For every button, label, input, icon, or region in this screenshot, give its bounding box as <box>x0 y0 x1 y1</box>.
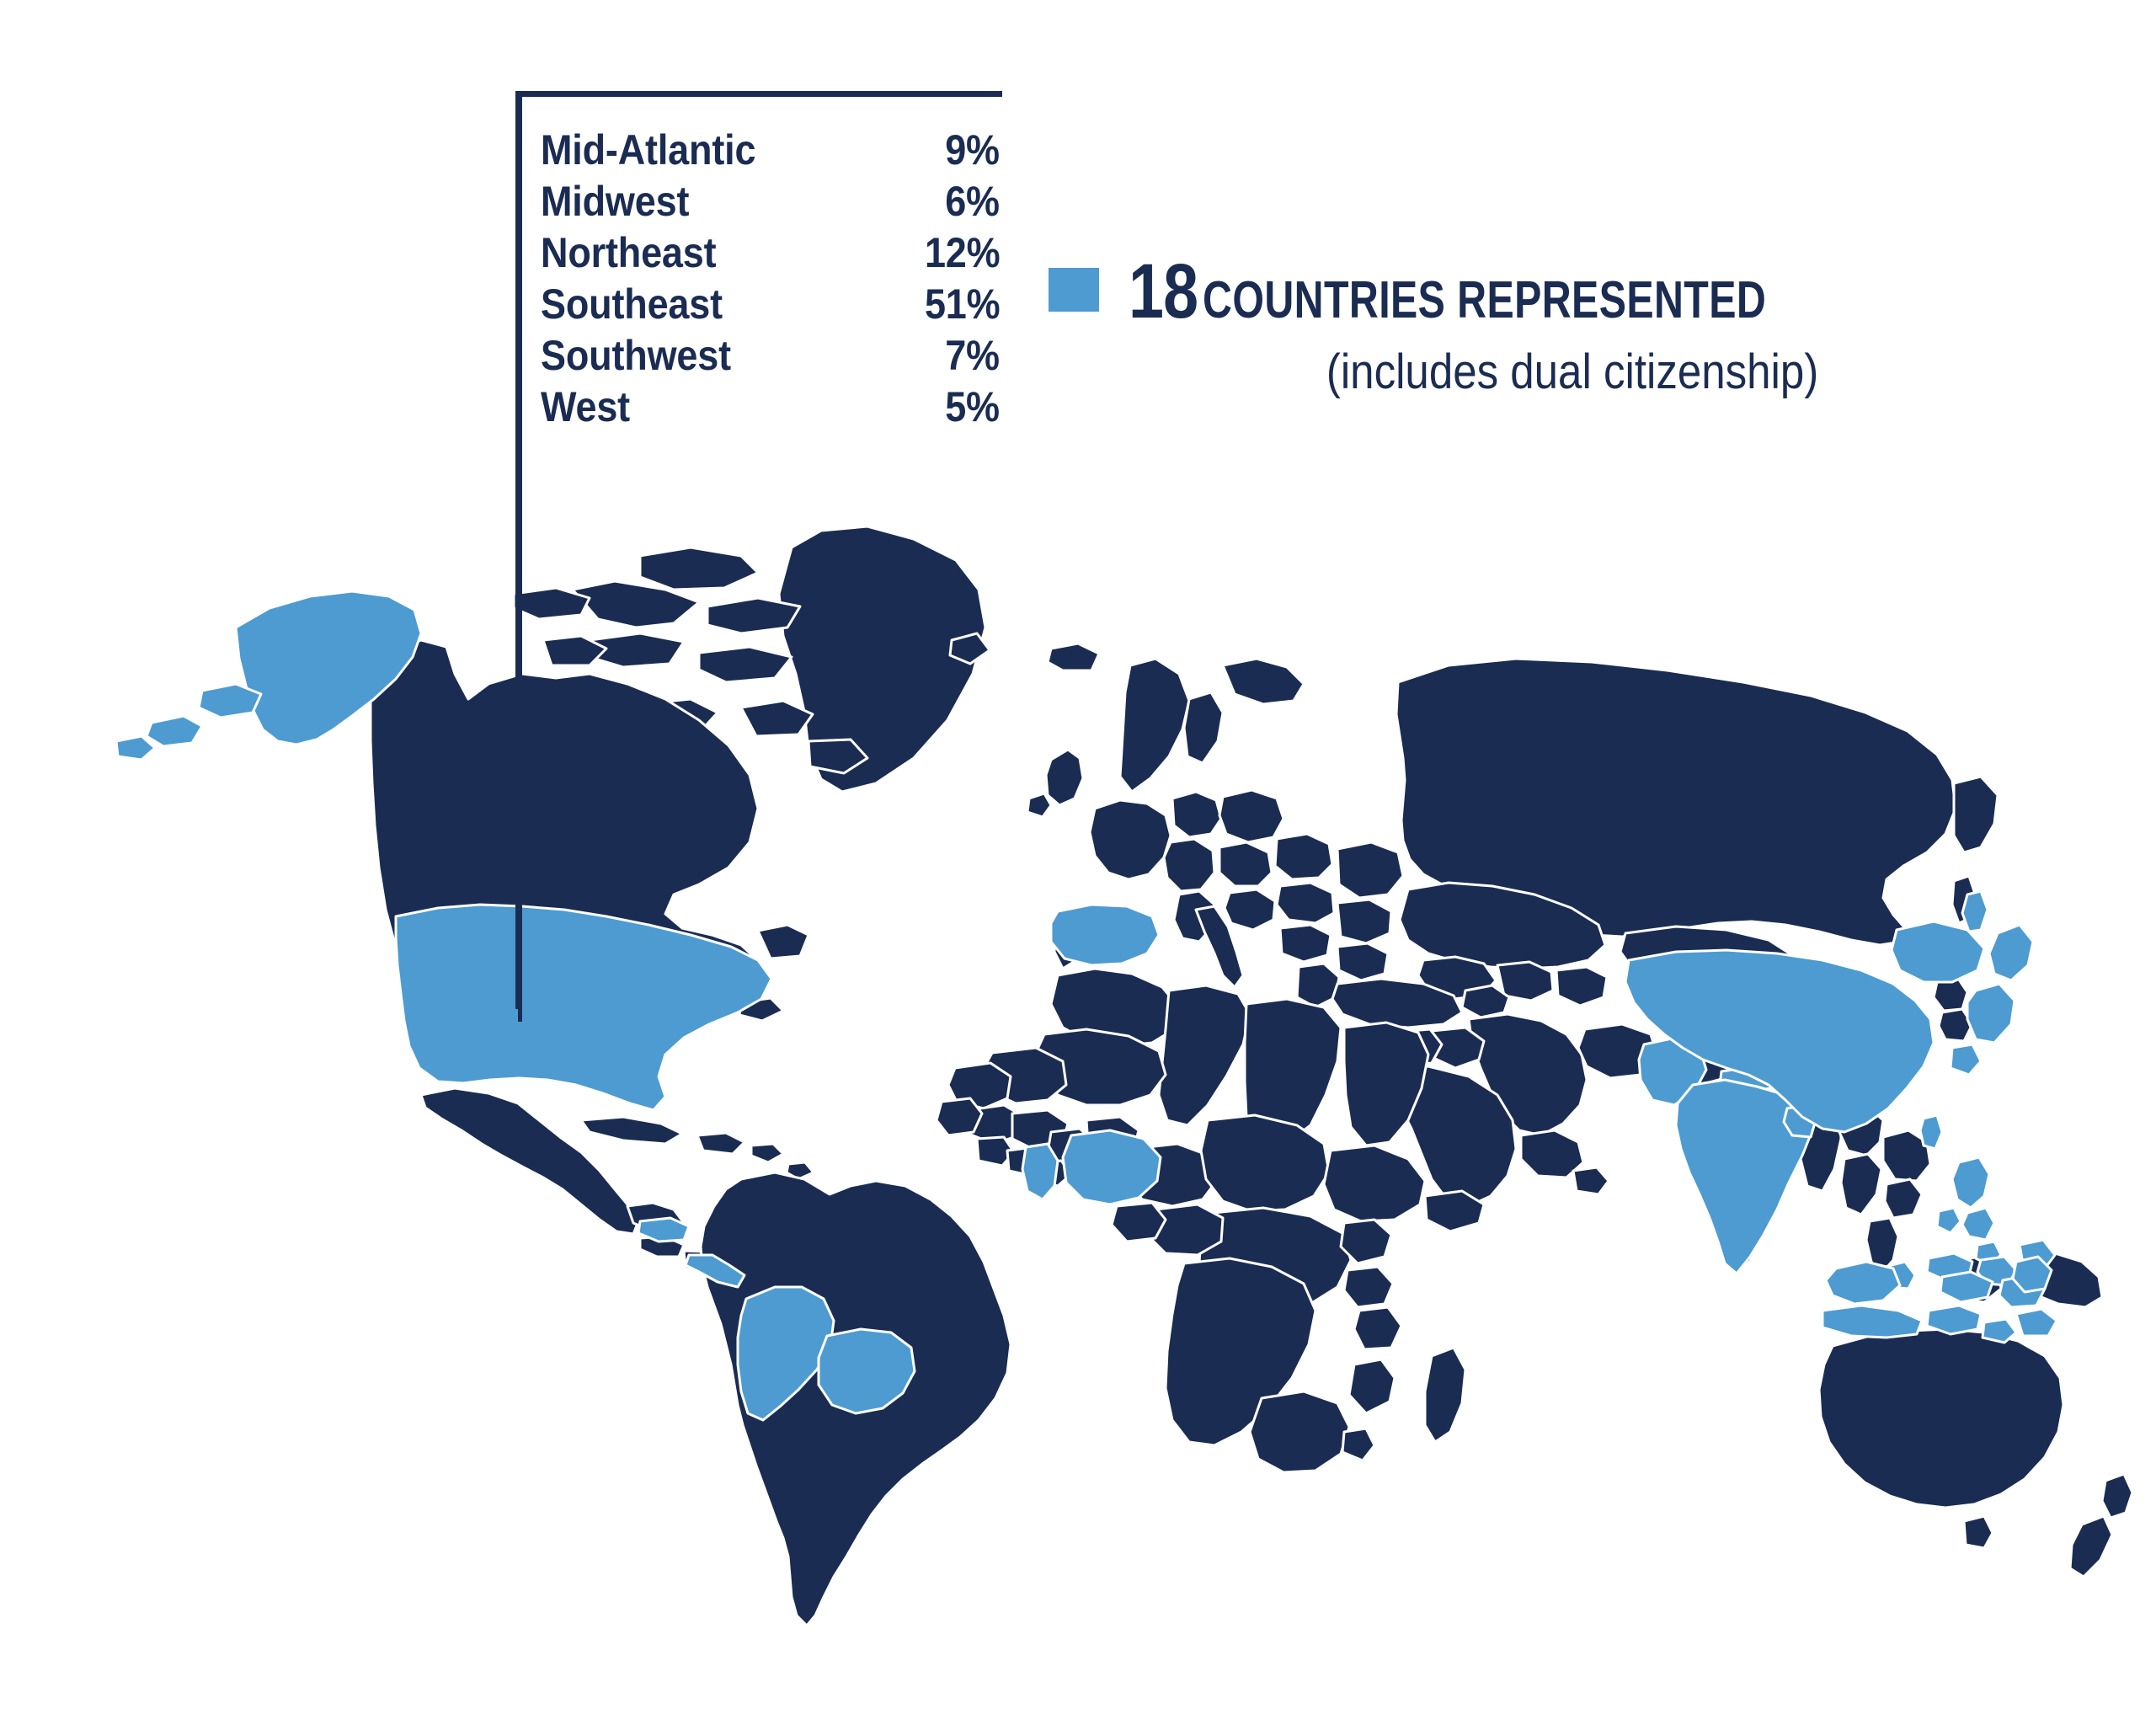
countries-represented <box>115 590 2058 1422</box>
region-value: 7% <box>945 332 1000 379</box>
table-row: Northeast 12% <box>541 227 1000 279</box>
region-value: 9% <box>945 126 1000 174</box>
region-label: West <box>541 383 630 430</box>
callout-left-border <box>515 91 521 1009</box>
legend-color-swatch-icon <box>1049 268 1099 312</box>
table-row: Southeast 51% <box>541 279 1000 330</box>
region-label: Mid-Atlantic <box>541 126 756 174</box>
table-row: West 5% <box>541 382 1000 433</box>
legend-heading: 18COUNTRIES REPRESENTED <box>1129 253 1925 330</box>
legend-subtitle-text: (includes dual citizenship) <box>1326 344 1819 399</box>
legend-subtitle: (includes dual citizenship) <box>1129 345 2017 399</box>
legend-count: 18 <box>1129 248 1198 334</box>
region-label: Northeast <box>541 229 717 276</box>
region-value: 51% <box>924 280 1000 328</box>
region-percent-table: Mid-Atlantic 9% Midwest 6% Northeast 12%… <box>541 125 1000 433</box>
region-value: 5% <box>945 383 1000 430</box>
table-row: Midwest 6% <box>541 176 1000 227</box>
region-value: 12% <box>924 229 1000 276</box>
region-label: Southeast <box>541 280 723 328</box>
region-label: Southwest <box>541 332 731 379</box>
us-regions-callout: Mid-Atlantic 9% Midwest 6% Northeast 12%… <box>515 91 1004 1009</box>
region-label: Midwest <box>541 178 690 225</box>
table-row: Southwest 7% <box>541 330 1000 382</box>
legend-heading-text: COUNTRIES REPRESENTED <box>1203 271 1767 329</box>
region-value: 6% <box>945 178 1000 225</box>
table-row: Mid-Atlantic 9% <box>541 125 1000 176</box>
callout-top-border <box>515 91 1002 97</box>
